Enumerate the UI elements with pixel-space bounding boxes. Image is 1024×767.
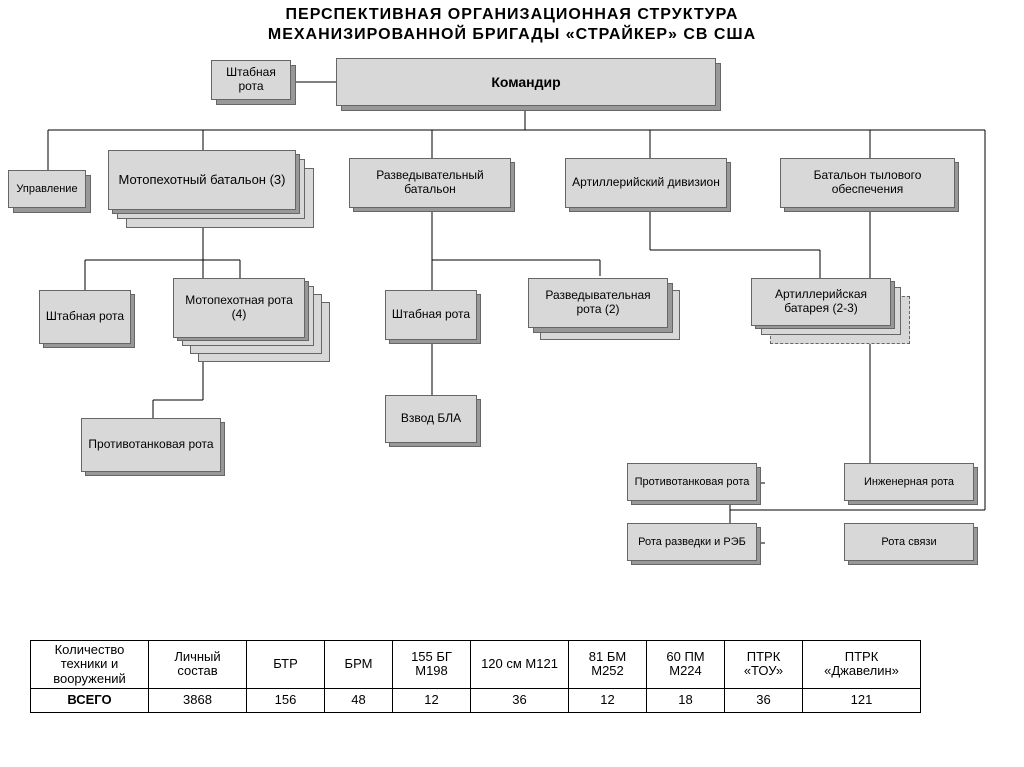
- total-label-cell: ВСЕГО: [31, 688, 149, 712]
- val-3: 12: [393, 688, 471, 712]
- reconco-box: Разведывательная рота (2): [528, 278, 668, 328]
- val-7: 36: [725, 688, 803, 712]
- title-line1: ПЕРСПЕКТИВНАЯ ОРГАНИЗАЦИОННАЯ СТРУКТУРА: [0, 6, 1024, 24]
- hq-mid-label: Штабная рота: [392, 308, 470, 322]
- val-8: 121: [803, 688, 921, 712]
- eng-label: Инженерная рота: [864, 476, 954, 489]
- val-2: 48: [325, 688, 393, 712]
- at2-box: Противотанковая рота: [627, 463, 757, 501]
- motinfco-label: Мотопехотная рота (4): [178, 294, 300, 322]
- val-5: 12: [569, 688, 647, 712]
- logi-box: Батальон тылового обеспечения: [780, 158, 955, 208]
- rew-label: Рота разведки и РЭБ: [638, 536, 746, 549]
- recon-box: Разведывательный батальон: [349, 158, 511, 208]
- hq-left-box: Штабная рота: [39, 290, 131, 344]
- hq-top-box: Штабная рота: [211, 60, 291, 100]
- col-4: 120 см М121: [471, 641, 569, 689]
- recon-label: Разведывательный батальон: [354, 169, 506, 197]
- artybat-box: Артиллерийская батарея (2-3): [751, 278, 891, 326]
- val-6: 18: [647, 688, 725, 712]
- table-values-row: ВСЕГО 3868 156 48 12 36 12 18 36 121: [31, 688, 921, 712]
- eng-box: Инженерная рота: [844, 463, 974, 501]
- header-label: Количество техники и вооружений: [53, 642, 126, 686]
- sig-box: Рота связи: [844, 523, 974, 561]
- sig-label: Рота связи: [881, 536, 936, 549]
- title-line2: МЕХАНИЗИРОВАННОЙ БРИГАДЫ «СТРАЙКЕР» СВ С…: [0, 26, 1024, 44]
- col-5: 81 БМ М252: [569, 641, 647, 689]
- hq-mid-box: Штабная рота: [385, 290, 477, 340]
- management-label: Управление: [16, 183, 77, 196]
- arty-box: Артиллерийский дивизион: [565, 158, 727, 208]
- val-1: 156: [247, 688, 325, 712]
- col-1: БТР: [247, 641, 325, 689]
- commander-label: Командир: [491, 74, 560, 90]
- hq-left-label: Штабная рота: [46, 310, 124, 324]
- col-3: 155 БГ М198: [393, 641, 471, 689]
- management-box: Управление: [8, 170, 86, 208]
- col-7: ПТРК «ТОУ»: [725, 641, 803, 689]
- motinf-box: Мотопехотный батальон (3): [108, 150, 296, 210]
- val-0: 3868: [149, 688, 247, 712]
- reconco-label: Разведывательная рота (2): [533, 289, 663, 317]
- artybat-label: Артиллерийская батарея (2-3): [756, 288, 886, 316]
- motinfco-box: Мотопехотная рота (4): [173, 278, 305, 338]
- uav-label: Взвод БЛА: [401, 412, 461, 426]
- arty-label: Артиллерийский дивизион: [572, 176, 720, 190]
- equipment-table: Количество техники и вооружений Личный с…: [30, 640, 921, 713]
- commander-box: Командир: [336, 58, 716, 106]
- uav-box: Взвод БЛА: [385, 395, 477, 443]
- rew-box: Рота разведки и РЭБ: [627, 523, 757, 561]
- col-8: ПТРК «Джавелин»: [803, 641, 921, 689]
- hq-top-label: Штабная рота: [216, 66, 286, 94]
- col-6: 60 ПМ М224: [647, 641, 725, 689]
- at2-label: Противотанковая рота: [635, 476, 750, 489]
- col-2: БРМ: [325, 641, 393, 689]
- at-box: Противотанковая рота: [81, 418, 221, 472]
- col-0: Личный состав: [149, 641, 247, 689]
- logi-label: Батальон тылового обеспечения: [785, 169, 950, 197]
- motinf-label: Мотопехотный батальон (3): [119, 173, 286, 188]
- table-header-row: Количество техники и вооружений Личный с…: [31, 641, 921, 689]
- at-label: Противотанковая рота: [88, 438, 213, 452]
- val-4: 36: [471, 688, 569, 712]
- header-label-cell: Количество техники и вооружений: [31, 641, 149, 689]
